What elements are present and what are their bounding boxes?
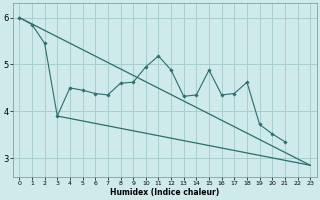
X-axis label: Humidex (Indice chaleur): Humidex (Indice chaleur)	[110, 188, 220, 197]
